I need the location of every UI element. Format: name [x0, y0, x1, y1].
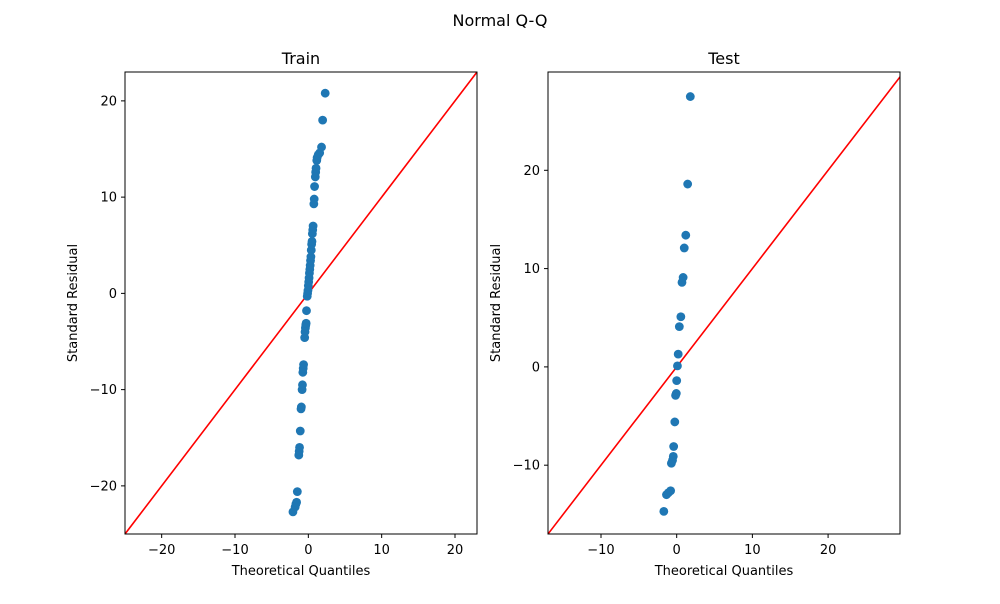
data-point	[310, 182, 319, 191]
reference-line	[548, 75, 900, 534]
x-tick-label: 10	[744, 543, 761, 558]
x-tick-label: −10	[587, 543, 614, 558]
data-point	[292, 497, 301, 507]
data-point	[302, 306, 311, 316]
axes-frame	[124, 71, 478, 535]
data-point	[678, 273, 688, 282]
y-tick-label: 20	[100, 94, 117, 109]
data-point	[317, 142, 326, 152]
data-point	[307, 237, 317, 246]
x-axis-label: Theoretical Quantiles	[654, 564, 794, 579]
data-point	[318, 115, 328, 125]
x-tick-label: 20	[820, 543, 837, 558]
data-point	[292, 487, 302, 497]
x-tick-label: 10	[373, 543, 390, 558]
panel-1: −10 0 10 20 −10 0 10 20 Test Theoretical Quantile…	[489, 49, 901, 579]
panel-0: −20 −10 0 10 20 −20 −10 0 10 20 Train Theoretical Q…	[66, 49, 478, 579]
y-tick-label: 20	[523, 164, 540, 179]
x-tick-label: −20	[148, 543, 175, 558]
y-tick-label: 10	[523, 262, 540, 277]
data-point	[320, 88, 330, 98]
data-point	[659, 506, 669, 516]
x-tick-label: 20	[447, 543, 464, 558]
x-tick-label: 0	[304, 543, 312, 558]
y-axis-label: Standard Residual	[489, 244, 504, 362]
x-tick-label: −10	[221, 543, 248, 558]
data-point	[676, 312, 686, 322]
data-point	[311, 163, 321, 173]
data-point	[679, 243, 689, 253]
y-tick-label: 10	[100, 191, 117, 206]
axes-title: Test	[707, 49, 740, 68]
data-point	[298, 380, 307, 390]
data-point	[306, 252, 316, 262]
data-point	[301, 318, 311, 328]
figure-title: Normal Q-Q	[453, 11, 548, 30]
data-point	[671, 389, 681, 398]
axes-title: Train	[281, 49, 320, 68]
y-tick-label: −20	[90, 479, 117, 494]
axes-frame	[547, 71, 901, 535]
y-tick-label: 0	[109, 287, 117, 302]
y-tick-label: −10	[90, 383, 117, 398]
data-point	[685, 92, 695, 101]
data-point	[669, 442, 679, 451]
data-point	[672, 376, 682, 386]
data-point	[309, 194, 319, 204]
data-point	[673, 361, 682, 371]
data-point	[683, 179, 693, 189]
data-point	[308, 221, 318, 231]
data-point	[670, 417, 680, 427]
data-point	[673, 349, 683, 359]
data-point	[295, 426, 305, 436]
x-axis-label: Theoretical Quantiles	[231, 564, 371, 579]
data-point	[674, 322, 684, 331]
data-point	[296, 402, 306, 412]
data-point	[295, 442, 304, 452]
y-axis-label: Standard Residual	[66, 244, 81, 362]
y-tick-label: 0	[532, 360, 540, 375]
reference-line	[125, 72, 477, 534]
data-point	[299, 360, 308, 369]
data-point	[681, 230, 691, 240]
y-tick-label: −10	[513, 459, 540, 474]
data-point	[666, 486, 676, 496]
data-point	[668, 451, 678, 461]
x-tick-label: 0	[673, 543, 681, 558]
